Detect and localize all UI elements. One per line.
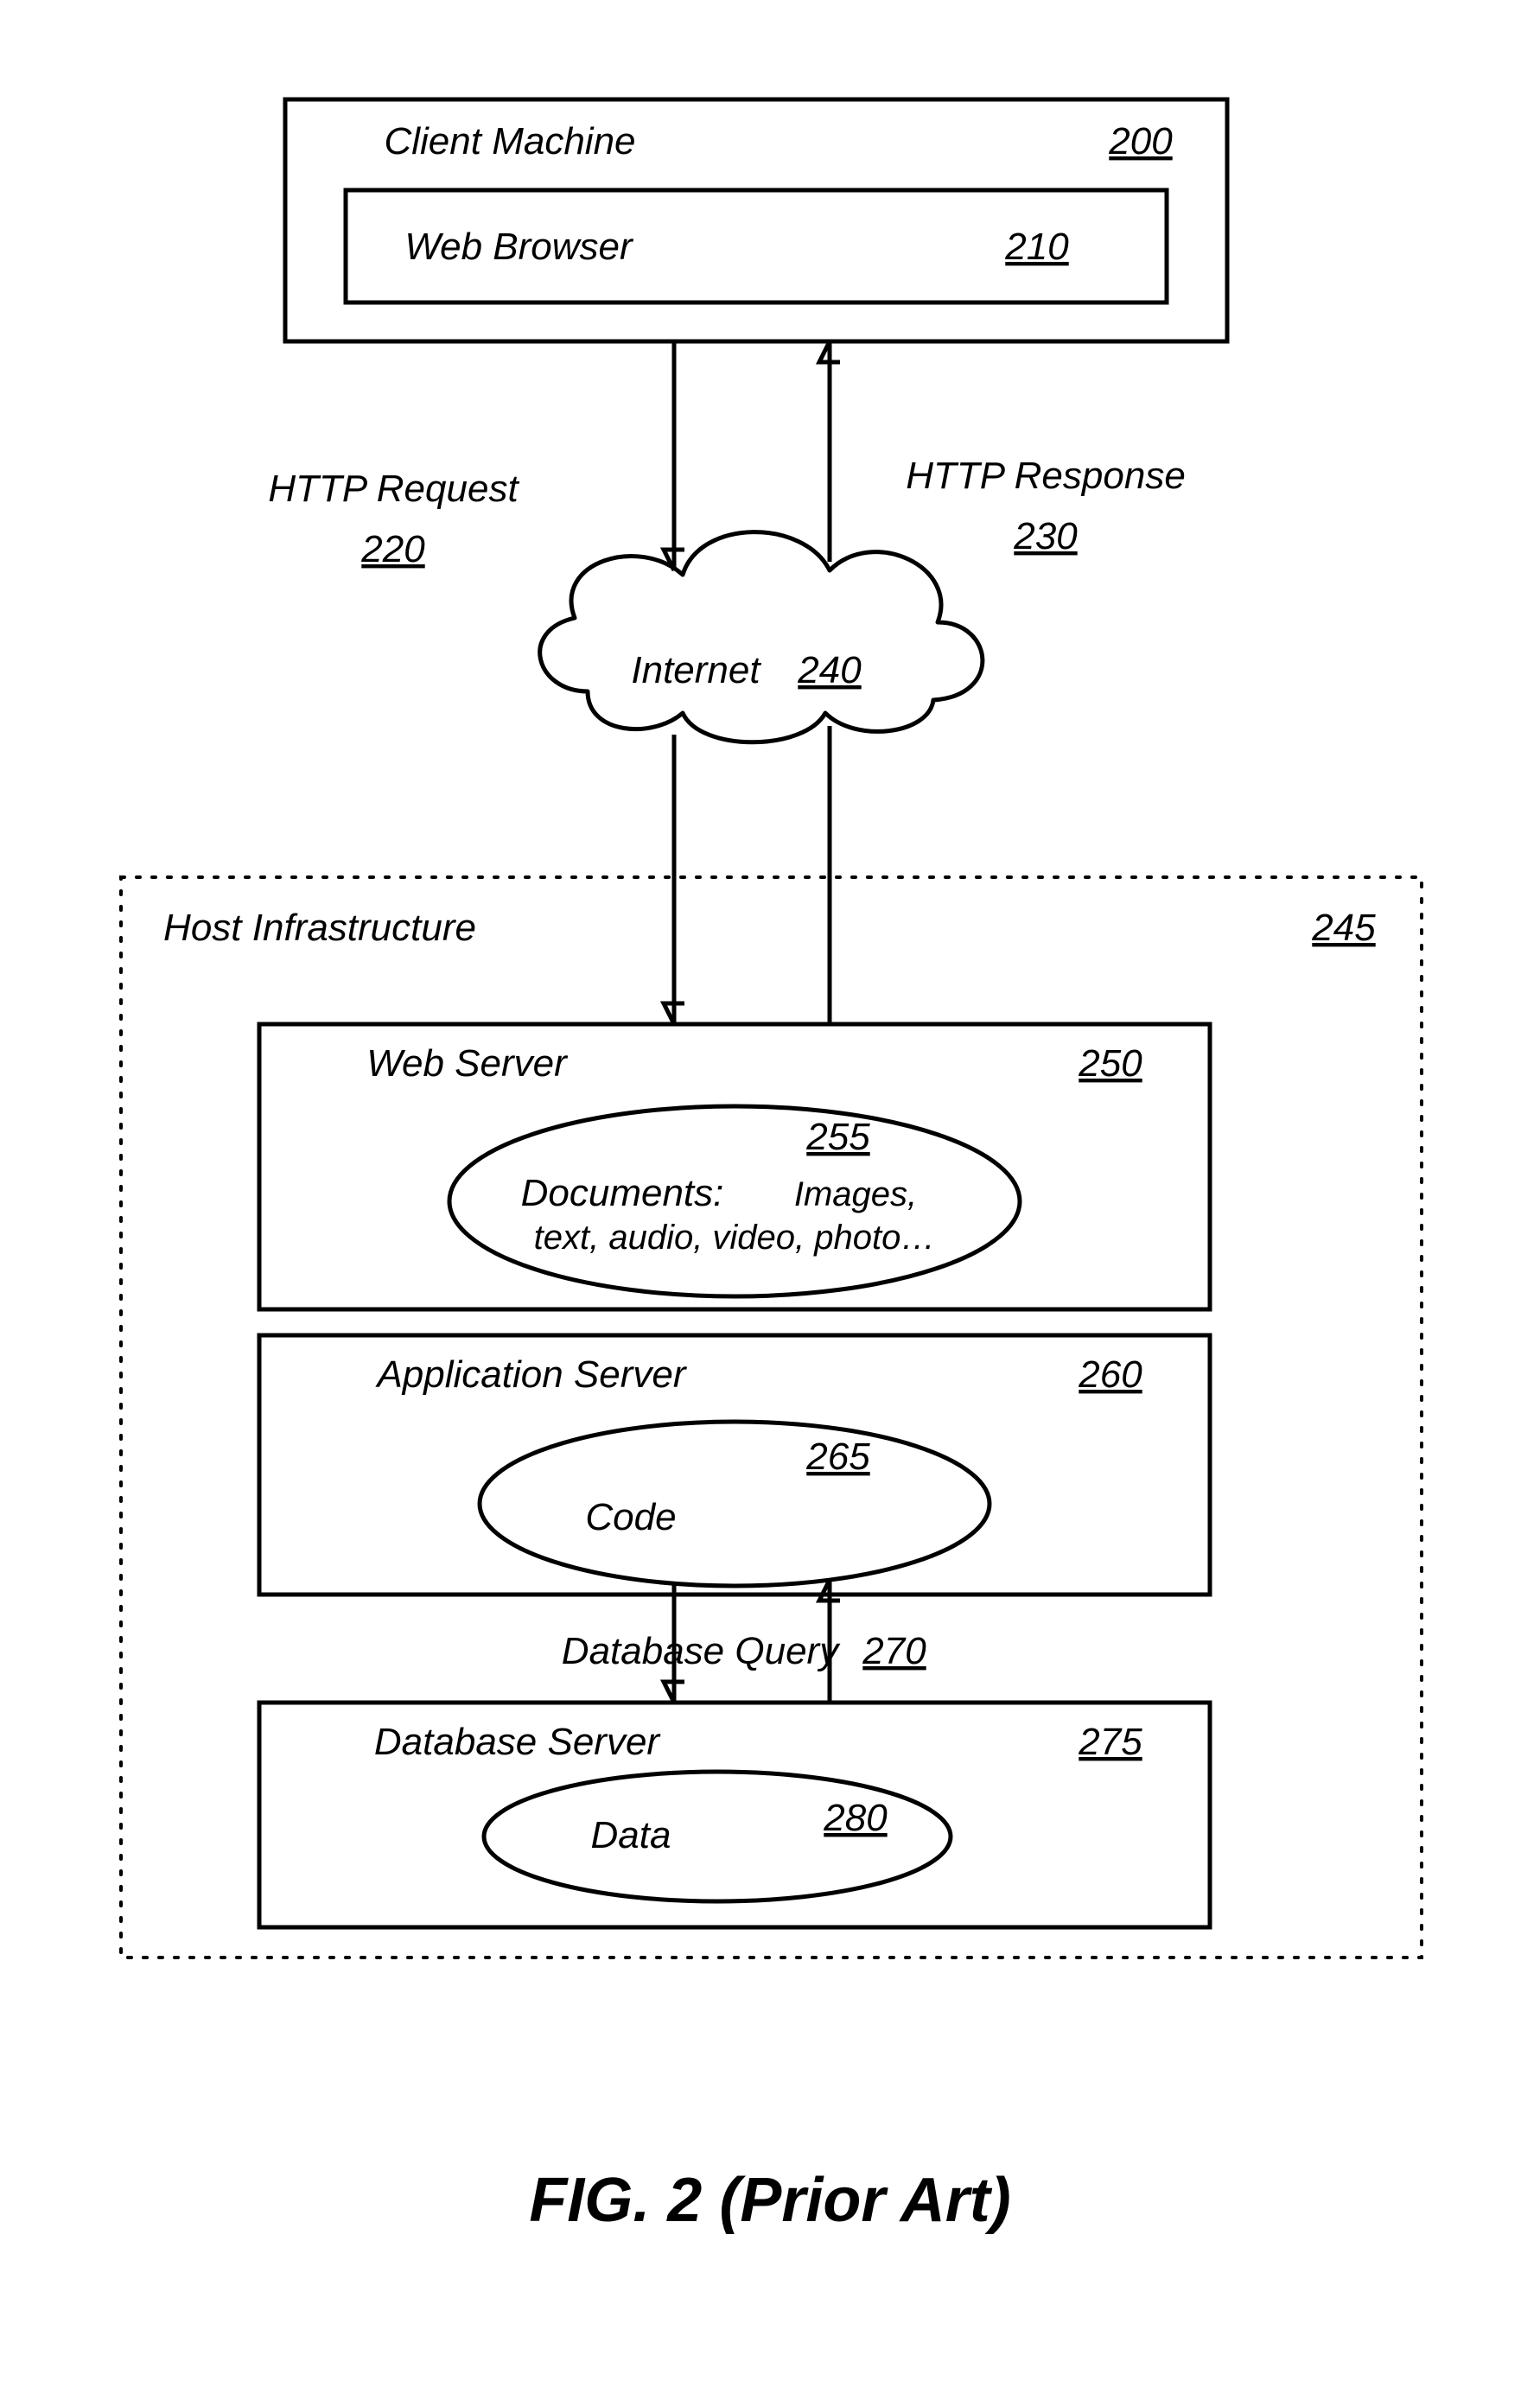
- web_browser-label: Web Browser: [404, 226, 634, 268]
- db-query-ref: 270: [862, 1630, 926, 1672]
- http-request-label: HTTP Request: [268, 468, 519, 510]
- code-line-0: Code: [585, 1496, 676, 1538]
- web_browser-ref: 210: [1004, 226, 1069, 268]
- http-request-ref: 220: [360, 528, 425, 570]
- internet-label: Internet: [631, 649, 761, 691]
- figure-caption: FIG. 2 (Prior Art): [529, 2166, 1010, 2235]
- client_machine-ref: 200: [1108, 120, 1173, 162]
- http-response-ref: 230: [1013, 515, 1078, 557]
- db_server-label: Database Server: [374, 1721, 662, 1763]
- documents-ref: 255: [805, 1116, 870, 1158]
- web_server-ref: 250: [1078, 1042, 1142, 1085]
- host_infra-box: [121, 877, 1422, 1958]
- db_server-ref: 275: [1078, 1721, 1142, 1763]
- documents-line-0: Documents:: [521, 1172, 724, 1214]
- host_infra-label: Host Infrastructure: [163, 907, 476, 949]
- host_infra-ref: 245: [1311, 907, 1376, 949]
- internet-cloud: [540, 532, 983, 742]
- code-ref: 265: [805, 1436, 870, 1478]
- web_server-label: Web Server: [366, 1042, 569, 1085]
- db-query-label: Database Query: [562, 1630, 841, 1672]
- code-ellipse: [480, 1422, 990, 1586]
- documents-line-2: text, audio, video, photo…: [534, 1219, 936, 1257]
- app_server-ref: 260: [1078, 1353, 1142, 1396]
- app_server-label: Application Server: [374, 1353, 687, 1396]
- documents-line-1: Images,: [794, 1175, 917, 1213]
- data-line-0: Data: [591, 1814, 671, 1856]
- internet-ref: 240: [797, 649, 862, 691]
- client_machine-label: Client Machine: [384, 120, 635, 162]
- data-ref: 280: [823, 1797, 888, 1839]
- http-response-label: HTTP Response: [906, 455, 1186, 497]
